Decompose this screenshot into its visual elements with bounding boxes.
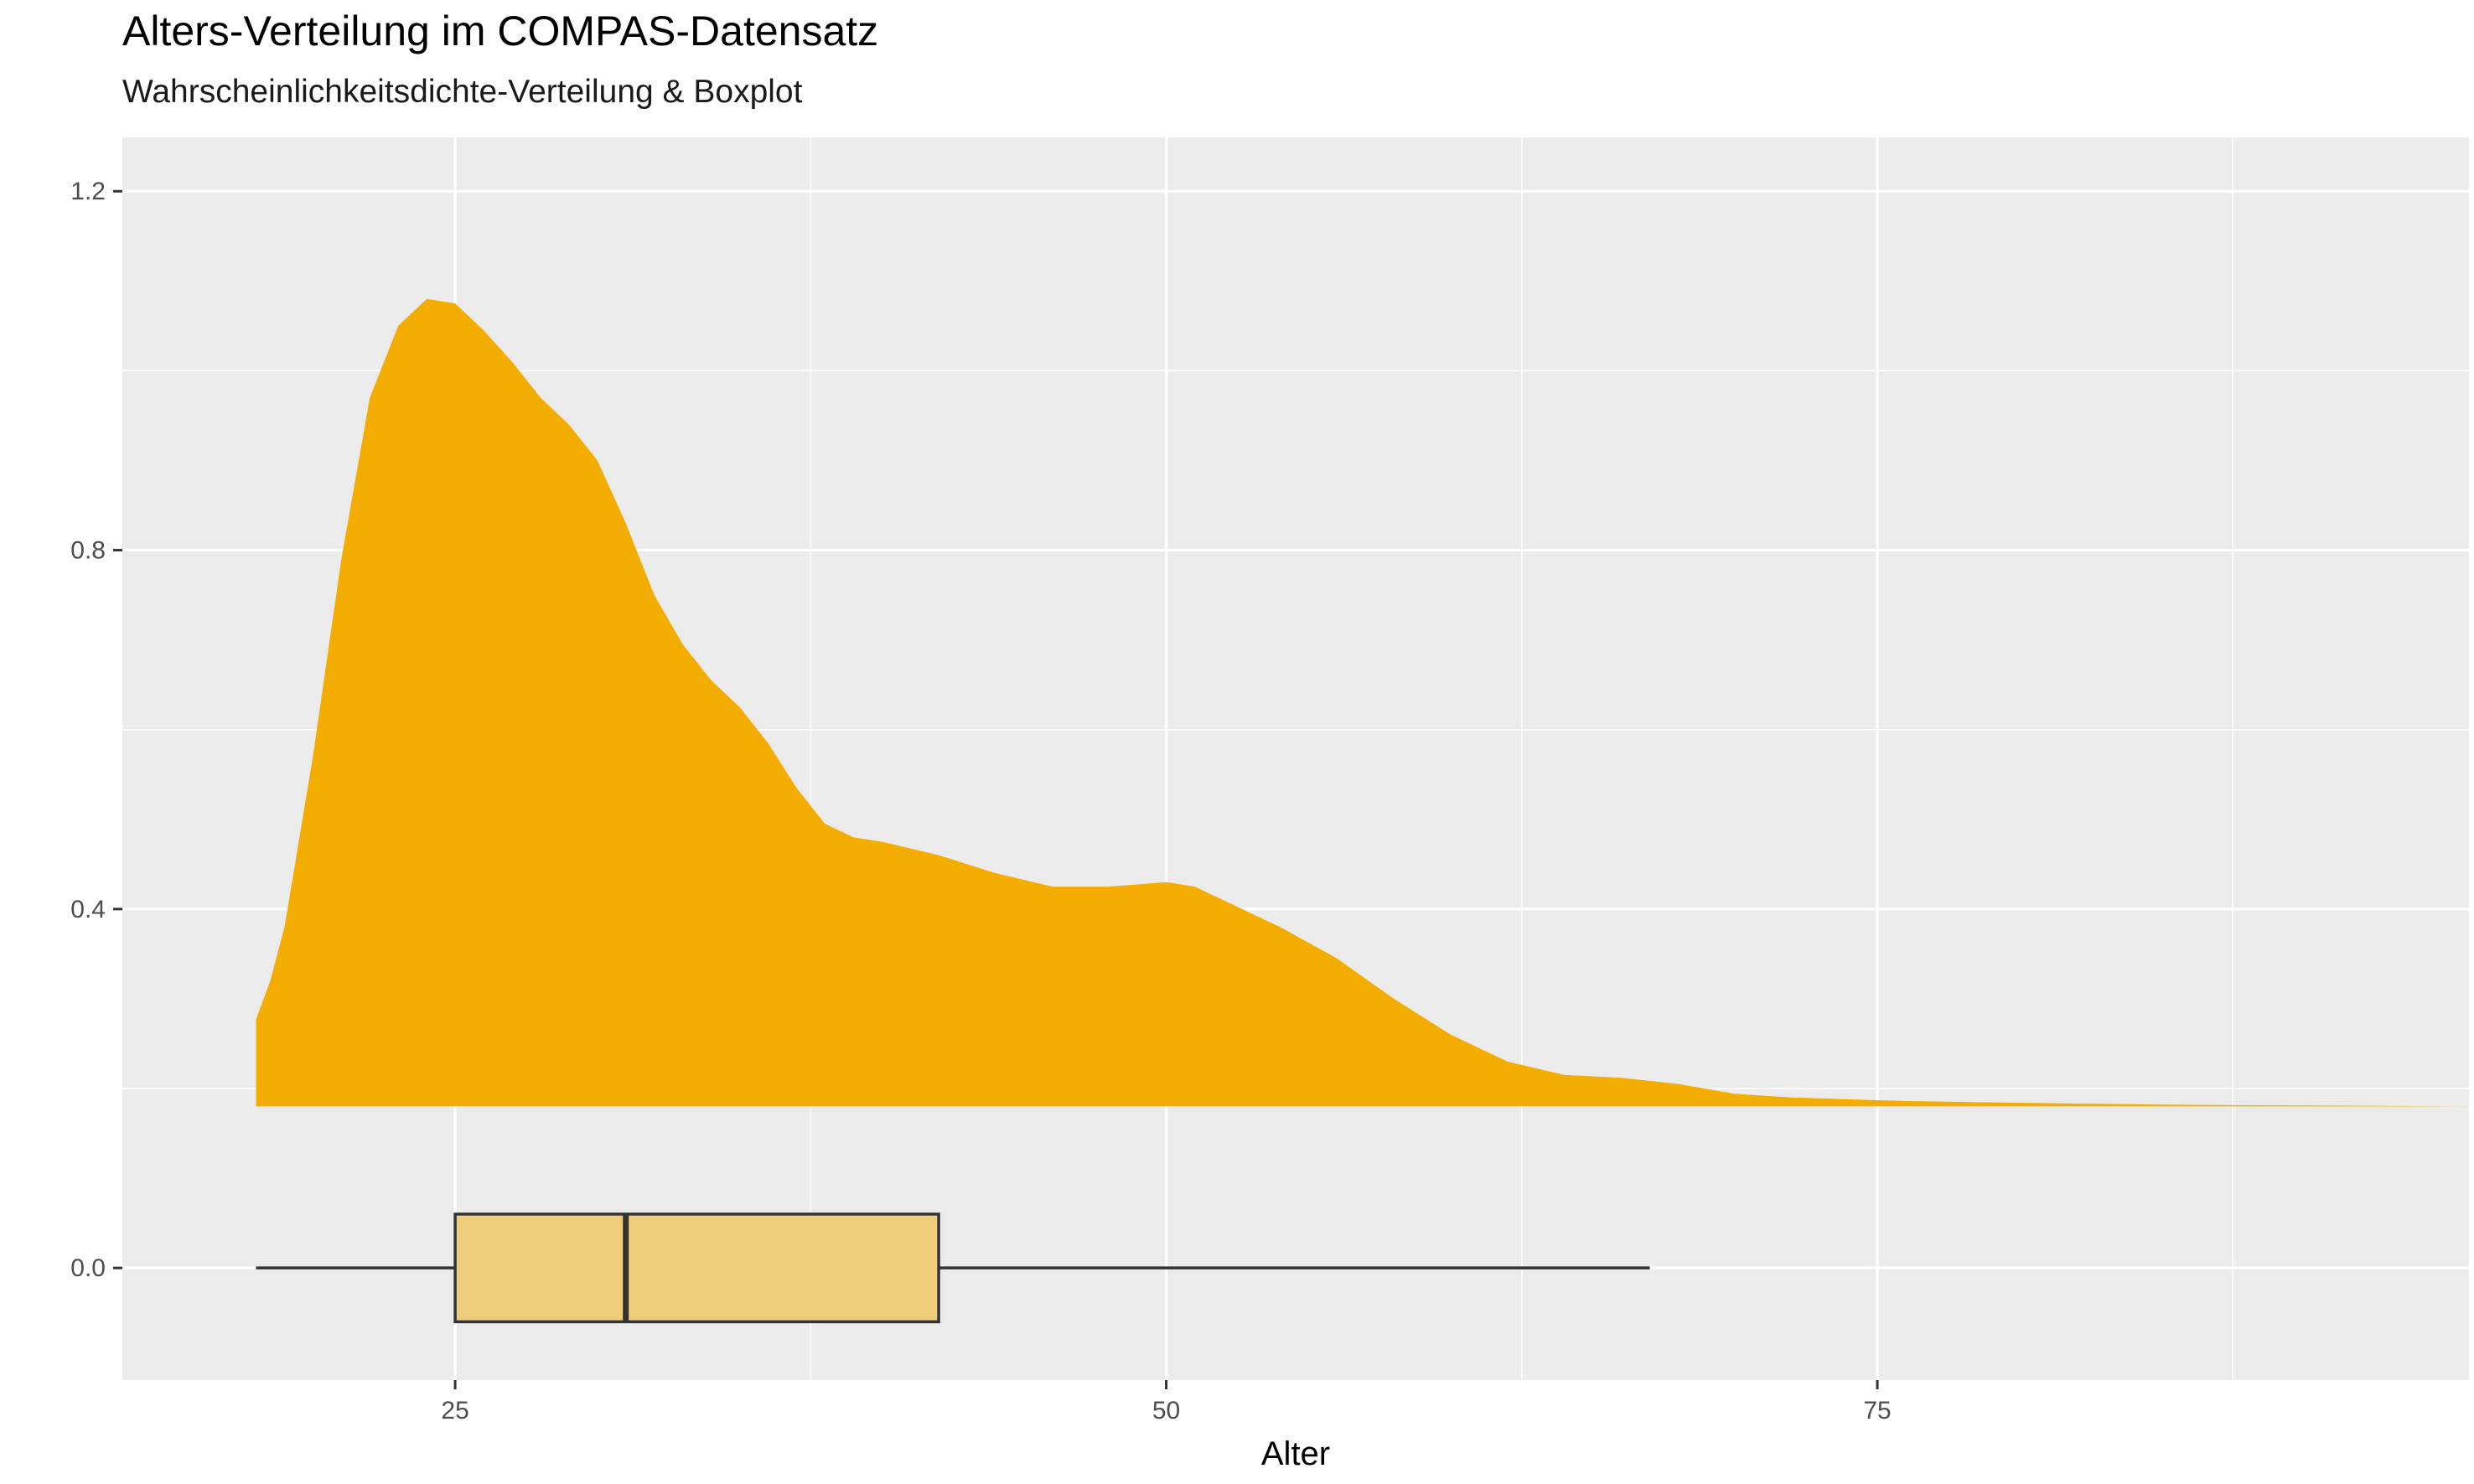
density-area xyxy=(256,298,2474,1107)
chart-subtitle: Wahrscheinlichkeitsdichte-Verteilung & B… xyxy=(122,74,803,110)
y-tick-label: 0.0 xyxy=(70,1254,106,1282)
y-tick-label: 0.8 xyxy=(70,537,106,565)
x-tick-label: 25 xyxy=(441,1397,468,1425)
x-axis-title: Alter xyxy=(1261,1435,1330,1472)
chart-title: Alters-Verteilung im COMPAS-Datensatz xyxy=(122,8,879,54)
x-tick-label: 75 xyxy=(1863,1397,1891,1425)
x-tick-label: 50 xyxy=(1152,1397,1180,1425)
y-tick-label: 0.4 xyxy=(70,896,106,923)
boxplot-box xyxy=(453,1213,940,1324)
y-tick-label: 1.2 xyxy=(70,178,106,205)
